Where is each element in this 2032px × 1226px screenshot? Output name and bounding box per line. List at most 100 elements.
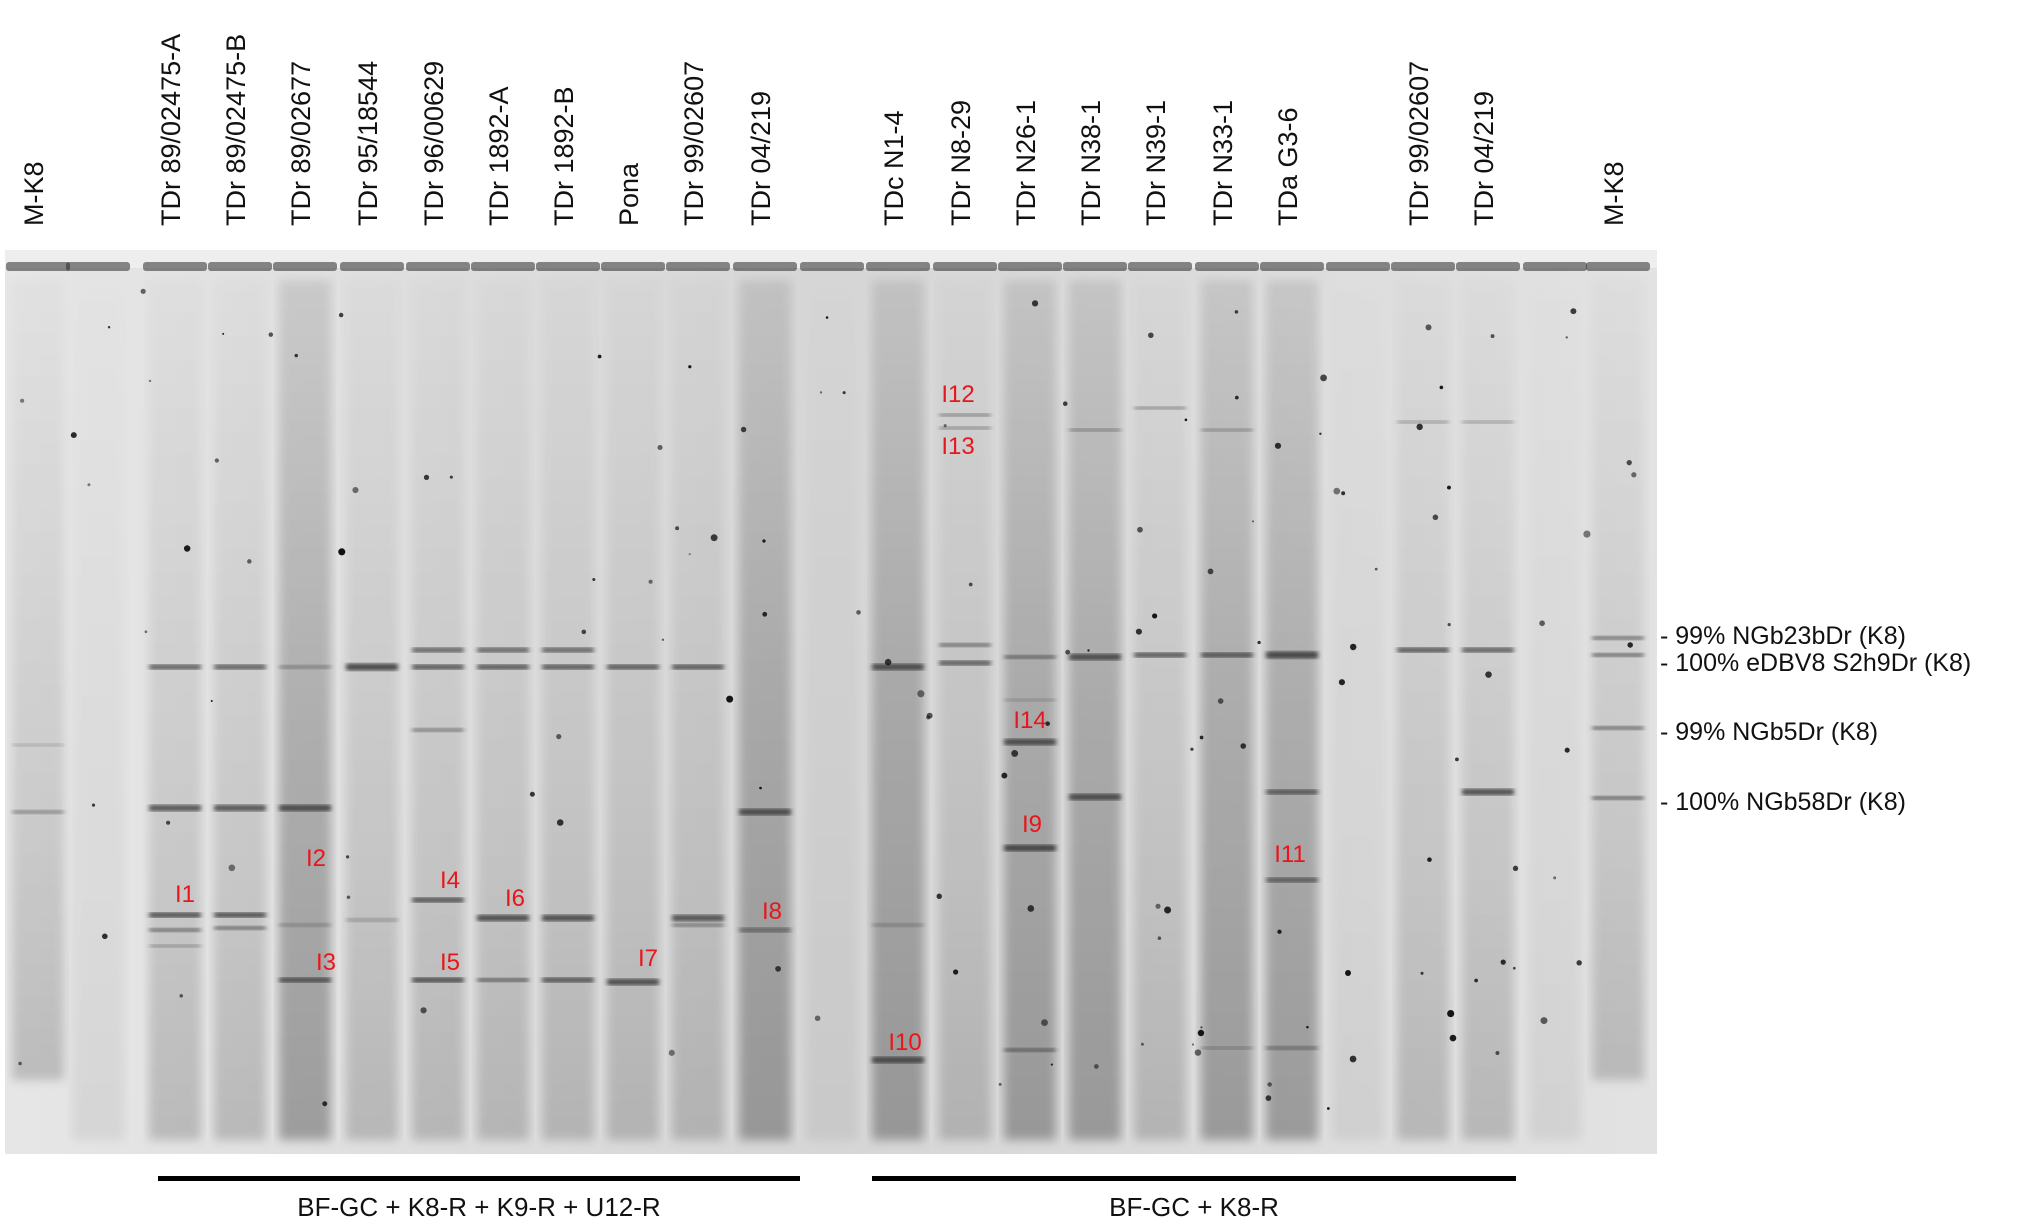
gel-dust-speck xyxy=(1565,336,1568,339)
gel-well xyxy=(1195,262,1259,271)
gel-dust-speck xyxy=(1306,1025,1309,1029)
gel-band xyxy=(672,915,724,921)
gel-dust-speck xyxy=(1148,332,1154,339)
gel-dust-speck xyxy=(657,444,663,451)
gel-dust-speck xyxy=(740,426,747,433)
gel-well xyxy=(1260,262,1324,271)
gel-dust-speck xyxy=(423,474,430,480)
gel-dust-speck xyxy=(884,658,892,666)
gel-well xyxy=(208,262,272,271)
gel-dust-speck xyxy=(762,539,766,543)
gel-dust-speck xyxy=(926,712,933,719)
gel-band xyxy=(477,664,529,670)
gel-band xyxy=(477,978,529,982)
gel-band xyxy=(672,923,724,927)
lane-label: TDr N8-29 xyxy=(946,99,976,226)
gel-dust-speck xyxy=(87,483,91,487)
gel-dust-speck xyxy=(18,1061,22,1066)
band-label: I3 xyxy=(316,949,336,976)
gel-band xyxy=(1592,653,1644,657)
gel-lane xyxy=(939,280,991,1140)
lane-label: TDr N38-1 xyxy=(1076,99,1106,226)
gel-dust-speck xyxy=(1157,936,1162,940)
gel-dust-speck xyxy=(1065,649,1071,655)
gel-well xyxy=(340,262,404,271)
gel-dust-speck xyxy=(759,786,762,790)
gel-band xyxy=(1462,647,1514,653)
group-bar-k8 xyxy=(872,1176,1516,1181)
lane-label: TDr 04/219 xyxy=(1469,90,1499,226)
gel-band xyxy=(1134,406,1186,410)
lane-label: TDa G3-6 xyxy=(1273,107,1303,226)
gel-well xyxy=(1391,262,1455,271)
gel-dust-speck xyxy=(556,733,562,740)
gel-dust-speck xyxy=(825,316,829,319)
gel-dust-speck xyxy=(1200,1026,1203,1029)
lane-label: TDc N1-4 xyxy=(879,110,909,226)
gel-well xyxy=(1063,262,1127,271)
gel-dust-speck xyxy=(856,610,861,615)
gel-dust-speck xyxy=(1194,1049,1202,1056)
gel-band xyxy=(1004,845,1056,851)
gel-well xyxy=(800,262,864,271)
gel-well xyxy=(471,262,535,271)
gel-band xyxy=(939,660,991,666)
gel-lane xyxy=(872,280,924,1140)
gel-well xyxy=(733,262,797,271)
lane-label: TDr 95/18544 xyxy=(353,60,383,226)
gel-dust-speck xyxy=(1485,671,1492,678)
gel-band xyxy=(149,664,201,670)
gel-dust-speck xyxy=(352,486,359,494)
gel-dust-speck xyxy=(1277,929,1282,934)
group-label-multiplex: BF-GC + K8-R + K9-R + U12-R xyxy=(297,1192,661,1222)
gel-lane xyxy=(1201,280,1253,1140)
gel-dust-speck xyxy=(1449,1034,1457,1042)
gel-lane xyxy=(1134,280,1186,1140)
lane-label: TDr 99/02607 xyxy=(1404,60,1434,226)
gel-dust-speck xyxy=(1191,1043,1195,1046)
gel-dust-speck xyxy=(1031,300,1039,307)
gel-dust-speck xyxy=(1265,1095,1272,1101)
gel-dust-speck xyxy=(1583,530,1591,538)
gel-dust-speck xyxy=(814,1015,821,1022)
gel-dust-speck xyxy=(1576,960,1582,966)
reference-band-label: - 99% NGb5Dr (K8) xyxy=(1660,718,1879,746)
gel-dust-speck xyxy=(449,475,453,479)
reference-band-label: - 100% eDBV8 S2h9Dr (K8) xyxy=(1660,649,1972,677)
gel-band xyxy=(149,944,201,948)
gel-band xyxy=(1462,789,1514,795)
gel-dust-speck xyxy=(597,354,602,359)
gel-band xyxy=(1266,877,1318,883)
gel-dust-speck xyxy=(1447,622,1451,627)
gel-dust-speck xyxy=(1570,308,1577,315)
gel-dust-speck xyxy=(1199,735,1204,740)
gel-dust-speck xyxy=(661,638,665,641)
gel-dust-speck xyxy=(1564,747,1570,753)
gel-dust-speck xyxy=(819,391,823,394)
gel-dust-speck xyxy=(1333,487,1341,495)
gel-dust-speck xyxy=(675,526,680,531)
gel-dust-speck xyxy=(1341,491,1346,496)
reference-band-label: - 100% NGb58Dr (K8) xyxy=(1660,788,1906,816)
gel-lane xyxy=(1266,280,1318,1140)
gel-dust-speck xyxy=(148,379,152,383)
gel-dust-speck xyxy=(1140,1042,1144,1046)
gel-dust-speck xyxy=(322,1101,328,1107)
gel-band xyxy=(872,1057,924,1063)
gel-dust-speck xyxy=(20,398,25,403)
gel-dust-speck xyxy=(1627,642,1633,648)
gel-dust-speck xyxy=(268,332,274,337)
gel-well xyxy=(1128,262,1192,271)
gel-dust-speck xyxy=(936,893,942,900)
gel-lane-empty xyxy=(1529,290,1581,1140)
gel-band xyxy=(412,728,464,732)
gel-dust-speck xyxy=(1274,442,1282,449)
gel-dust-speck xyxy=(1349,1055,1357,1063)
gel-lane xyxy=(1069,280,1121,1140)
gel-lane-empty xyxy=(1332,290,1384,1140)
gel-dust-speck xyxy=(1184,418,1188,422)
gel-dust-speck xyxy=(91,803,96,807)
gel-lane xyxy=(672,280,724,1140)
gel-band xyxy=(1201,652,1253,658)
gel-dust-speck xyxy=(1338,679,1345,686)
